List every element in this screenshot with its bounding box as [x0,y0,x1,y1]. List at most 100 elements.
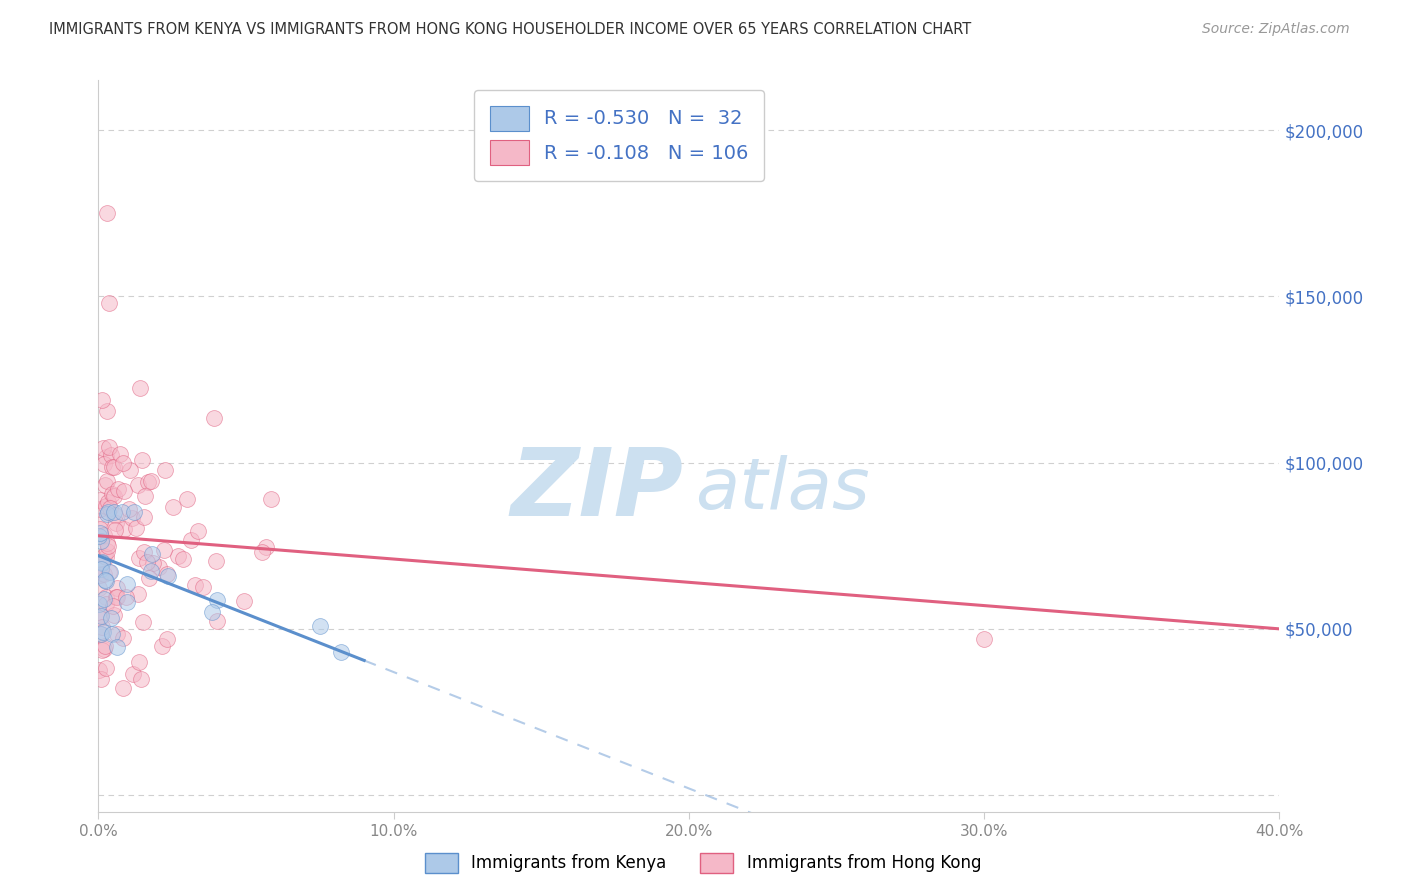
Point [155,632,177,647]
Point [112,631,135,645]
Point [100,611,122,625]
Point [96,206,118,220]
Point [89,581,111,595]
Point [118,462,141,476]
Point [90,562,112,576]
Point [108,447,131,461]
Point [97,441,120,455]
Point [176,492,198,507]
Point [309,618,332,632]
Point [162,500,184,514]
Point [132,615,155,630]
Point [89,501,111,516]
Point [98,501,121,516]
Point [155,566,177,581]
Point [90,672,112,686]
Point [105,590,128,604]
Point [94,478,117,492]
Point [139,474,162,488]
Point [202,410,225,425]
Point [132,545,155,559]
Point [101,626,124,640]
Point [96,474,118,488]
Point [128,381,150,395]
Point [96,404,118,418]
Point [89,529,111,543]
Point [103,608,125,623]
Point [96,536,118,550]
Point [132,510,155,524]
Point [104,508,127,522]
Point [105,516,128,530]
Point [150,639,173,653]
Point [90,533,112,548]
Point [93,641,115,656]
Point [153,463,176,477]
Point [94,549,117,564]
Point [127,478,149,492]
Point [112,681,135,695]
Point [128,655,150,669]
Text: Source: ZipAtlas.com: Source: ZipAtlas.com [1202,22,1350,37]
Point [100,449,122,463]
Point [89,514,111,528]
Point [205,593,228,607]
Point [122,506,145,520]
Point [250,545,273,559]
Point [90,609,112,624]
Point [138,571,160,585]
Text: atlas: atlas [695,456,869,524]
Point [101,487,124,501]
Point [167,549,190,564]
Point [191,580,214,594]
Point [90,643,112,657]
Point [205,554,228,568]
Point [89,626,111,640]
Point [254,541,277,555]
Point [105,640,128,655]
Point [94,450,117,464]
Point [90,627,112,641]
Point [114,590,136,604]
Point [134,489,156,503]
Point [105,627,128,641]
Point [128,550,150,565]
Point [121,667,143,681]
Point [89,611,111,625]
Point [97,539,120,553]
Point [105,581,128,595]
Point [172,552,194,566]
Point [94,660,117,674]
Legend: Immigrants from Kenya, Immigrants from Hong Kong: Immigrants from Kenya, Immigrants from H… [418,847,988,880]
Point [153,543,176,558]
Point [94,639,117,653]
Point [90,567,112,582]
Point [112,457,135,471]
Point [89,492,111,507]
Point [101,460,124,475]
Point [205,614,228,628]
Point [112,522,135,536]
Point [101,599,124,613]
Point [94,598,117,612]
Point [125,521,148,535]
Point [107,482,129,496]
Point [260,492,283,507]
Point [187,524,209,538]
Point [93,592,115,607]
Point [973,632,995,646]
Point [91,441,114,455]
Point [93,566,115,581]
Point [136,555,159,569]
Point [201,605,224,619]
Point [91,620,114,634]
Point [91,625,114,640]
Point [115,595,138,609]
Point [329,645,352,659]
Point [131,453,153,467]
Point [91,392,114,407]
Point [121,511,143,525]
Point [93,549,115,564]
Point [96,506,118,520]
Point [111,506,134,520]
